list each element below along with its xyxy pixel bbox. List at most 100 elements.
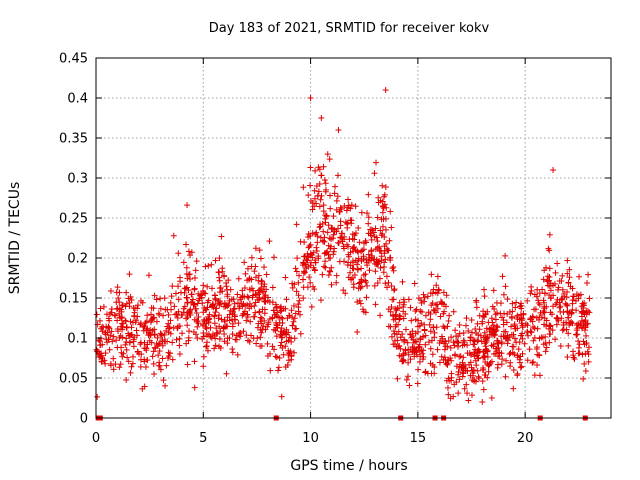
data-point bbox=[407, 346, 414, 353]
data-point bbox=[204, 283, 211, 290]
data-point bbox=[303, 256, 310, 263]
data-point bbox=[363, 239, 370, 246]
data-point bbox=[257, 334, 264, 341]
data-point bbox=[404, 339, 411, 346]
data-point bbox=[285, 347, 292, 354]
data-point bbox=[257, 343, 264, 350]
data-point bbox=[374, 238, 381, 245]
data-point bbox=[302, 269, 309, 276]
data-point bbox=[313, 244, 320, 251]
data-point bbox=[326, 156, 333, 163]
data-point bbox=[312, 167, 319, 174]
data-point bbox=[222, 303, 229, 310]
data-point bbox=[130, 338, 137, 345]
data-point bbox=[279, 319, 286, 326]
data-point bbox=[252, 291, 259, 298]
data-point bbox=[229, 320, 236, 327]
data-point bbox=[129, 353, 136, 360]
data-point bbox=[306, 274, 313, 281]
data-point bbox=[200, 353, 207, 360]
data-point bbox=[134, 313, 141, 320]
data-point bbox=[205, 319, 212, 326]
data-point bbox=[333, 197, 340, 204]
data-point bbox=[428, 271, 435, 278]
data-point bbox=[585, 271, 592, 278]
data-point bbox=[500, 321, 507, 328]
data-point bbox=[474, 367, 481, 374]
data-point bbox=[208, 334, 215, 341]
data-point bbox=[575, 344, 582, 351]
data-point bbox=[484, 353, 491, 360]
data-point bbox=[569, 306, 576, 313]
data-point bbox=[200, 333, 207, 340]
data-point bbox=[289, 314, 296, 321]
data-point bbox=[325, 222, 332, 229]
data-point bbox=[176, 335, 183, 342]
data-point bbox=[563, 301, 570, 308]
data-point bbox=[213, 330, 220, 337]
data-point bbox=[134, 332, 141, 339]
data-point bbox=[330, 251, 337, 258]
data-point bbox=[483, 347, 490, 354]
data-point bbox=[125, 332, 132, 339]
data-point bbox=[412, 338, 419, 345]
data-point bbox=[330, 213, 337, 220]
data-point bbox=[267, 367, 274, 374]
data-point bbox=[396, 316, 403, 323]
data-point bbox=[294, 255, 301, 262]
data-point bbox=[428, 337, 435, 344]
data-point bbox=[168, 306, 175, 313]
data-point bbox=[261, 264, 268, 271]
data-point bbox=[266, 238, 273, 245]
data-point bbox=[250, 292, 257, 299]
data-point bbox=[283, 296, 290, 303]
data-point bbox=[151, 344, 158, 351]
data-point bbox=[522, 320, 529, 327]
data-point bbox=[400, 352, 407, 359]
data-point bbox=[444, 343, 451, 350]
data-point bbox=[327, 205, 334, 212]
data-point bbox=[453, 379, 460, 386]
data-point bbox=[396, 299, 403, 306]
data-point bbox=[467, 351, 474, 358]
data-point bbox=[252, 299, 259, 306]
data-point bbox=[391, 286, 398, 293]
data-point bbox=[345, 202, 352, 209]
data-point bbox=[314, 193, 321, 200]
data-point bbox=[289, 322, 296, 329]
data-point bbox=[212, 295, 219, 302]
data-point bbox=[264, 340, 271, 347]
x-tick-label: 5 bbox=[199, 431, 207, 446]
data-point bbox=[547, 287, 554, 294]
data-point bbox=[427, 311, 434, 318]
data-point bbox=[363, 256, 370, 263]
data-point bbox=[301, 268, 308, 275]
data-point bbox=[500, 333, 507, 340]
data-point bbox=[509, 308, 516, 315]
data-point bbox=[289, 280, 296, 287]
data-point bbox=[377, 264, 384, 271]
data-point bbox=[498, 340, 505, 347]
data-point bbox=[344, 219, 351, 226]
data-point bbox=[584, 321, 591, 328]
data-point bbox=[581, 327, 588, 334]
data-point bbox=[531, 372, 538, 379]
data-point bbox=[218, 300, 225, 307]
data-point bbox=[542, 264, 549, 271]
data-point bbox=[123, 339, 130, 346]
data-point bbox=[455, 390, 462, 397]
data-point bbox=[174, 315, 181, 322]
data-point bbox=[170, 232, 177, 239]
data-point bbox=[403, 376, 410, 383]
data-point bbox=[201, 304, 208, 311]
data-point bbox=[154, 334, 161, 341]
data-point bbox=[336, 258, 343, 265]
data-point bbox=[113, 299, 120, 306]
data-point bbox=[116, 289, 123, 296]
data-point bbox=[473, 362, 480, 369]
data-point bbox=[460, 354, 467, 361]
data-point bbox=[140, 327, 147, 334]
data-point bbox=[199, 300, 206, 307]
data-point bbox=[430, 323, 437, 330]
data-point bbox=[569, 297, 576, 304]
